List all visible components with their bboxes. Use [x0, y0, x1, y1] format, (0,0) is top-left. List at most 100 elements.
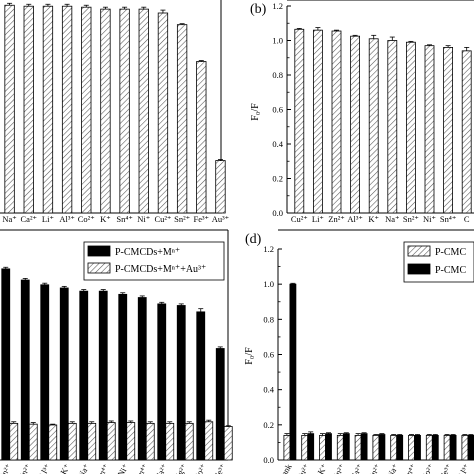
bar [138, 8, 149, 214]
x-tick-label: Co²⁺ [419, 462, 436, 474]
panel-d: 0.0 0.2 0.4 0.6 0.8 1.0 1.2 F₀/F (d) blank Cu²⁺ K⁺ Z… [244, 229, 474, 474]
x-tick-label: Na⁺ [385, 214, 399, 224]
x-tick-label: Ca²⁺ [153, 462, 170, 474]
bar [283, 434, 291, 461]
bar [23, 5, 34, 214]
bar [176, 305, 186, 461]
x-tick-label: Sn⁴⁺ [401, 462, 418, 474]
bar [396, 434, 404, 461]
x-tick-label: Sn⁴⁺ [133, 462, 150, 474]
y-tick-label: 0.8 [263, 314, 274, 324]
bar [28, 423, 38, 461]
bar [387, 40, 398, 214]
bar [204, 421, 214, 461]
bar [390, 434, 398, 461]
y-axis-label: F₀/F [250, 103, 261, 121]
x-tick-label: Sn²⁺ [0, 462, 13, 474]
x-tick-label: Al³⁺ [59, 214, 75, 224]
bar [81, 6, 92, 214]
x-tick-label: Cu²⁺ [294, 462, 311, 474]
bar [223, 426, 233, 461]
x-tick-label: Ca²⁺ [348, 462, 365, 474]
legend-label: P-CMCDs+Mⁿ⁺ [115, 247, 180, 258]
x-tick-label: Sn⁴⁺ [440, 214, 456, 224]
bar [414, 434, 421, 461]
bar [425, 434, 433, 461]
x-tick-label: Sn²⁺ [174, 214, 190, 224]
bar [48, 424, 58, 461]
x-tick-label: Ni⁺ [423, 214, 436, 224]
panel-label: (b) [250, 2, 267, 17]
bar [449, 434, 457, 461]
bar [196, 61, 207, 214]
y-tick-label: 1.2 [263, 244, 274, 254]
bar [79, 290, 89, 461]
bar [424, 45, 435, 214]
legend-label: P-CMCDs+Mⁿ⁺+Au³⁺ [115, 264, 206, 275]
bar [59, 287, 69, 461]
x-tick-label: Ca²⁺ [21, 214, 37, 224]
y-tick-label: 0.2 [272, 174, 283, 184]
y-tick-label: 0.4 [272, 139, 283, 149]
legend-swatch [87, 262, 111, 274]
y-tick-label: 0.8 [272, 70, 283, 80]
bar [61, 5, 73, 214]
x-tick-label: Mg²⁺ [171, 462, 189, 474]
bar [360, 433, 368, 461]
legend-label: P-CMC [435, 247, 466, 258]
bar [336, 434, 344, 461]
x-tick-label: K⁺ [58, 462, 72, 474]
x-tick-label: Na⁺ [2, 214, 16, 224]
x-tick-label: Al³⁺ [455, 462, 471, 474]
bar [4, 4, 15, 214]
bar [98, 290, 108, 461]
bar [67, 422, 77, 461]
bar [461, 50, 472, 214]
x-tick-label: Au³⁺ [212, 214, 229, 224]
bar [106, 422, 116, 461]
bar [20, 279, 30, 461]
bar [405, 41, 416, 214]
x-tick-label: Co²⁺ [78, 214, 95, 224]
x-tick-label: Sn⁴⁺ [116, 214, 132, 224]
bar [467, 434, 474, 461]
bar [9, 422, 19, 461]
x-tick-label: Sn²⁺ [366, 462, 383, 474]
y-tick-label: 0.6 [272, 105, 283, 115]
x-tick-label: Li⁺ [312, 214, 324, 224]
y-tick-label: 0.0 [263, 455, 274, 465]
bar [176, 24, 188, 214]
bar [145, 422, 155, 461]
bar [1, 268, 11, 461]
x-tick-label: Sn²⁺ [403, 214, 419, 224]
x-tick-label: Cu²⁺ [291, 214, 308, 224]
bar [126, 422, 136, 461]
x-tick-label: Zn²⁺ [330, 462, 347, 474]
y-tick-label: 0.2 [263, 420, 274, 430]
x-tick-label: Ni⁺ [115, 462, 130, 474]
bar [118, 293, 128, 461]
bar [443, 47, 454, 214]
x-tick-label: K⁺ [315, 462, 329, 474]
legend: P-CMC P-CMC [403, 241, 474, 283]
legend-swatch [407, 263, 431, 275]
panel-label: (d) [245, 232, 262, 247]
legend: P-CMCDs+Mⁿ⁺ P-CMCDs+Mⁿ⁺+Au³⁺ [83, 241, 225, 281]
x-tick-label: Al³⁺ [36, 462, 52, 474]
bar [137, 297, 147, 461]
bar [461, 434, 469, 461]
bar [215, 348, 225, 461]
bar [42, 5, 54, 214]
y-axis-label: F₀/F [244, 347, 255, 365]
legend-swatch [407, 245, 431, 257]
x-tick-label: Ni⁺ [137, 214, 150, 224]
bar [100, 8, 111, 214]
bar [165, 422, 175, 461]
x-tick-label: K⁺ [368, 214, 379, 224]
legend-label: P-CMC [435, 265, 466, 276]
bar [312, 29, 323, 214]
bar [157, 303, 167, 461]
y-tick-label: 1.2 [272, 1, 283, 11]
bar [431, 434, 439, 461]
